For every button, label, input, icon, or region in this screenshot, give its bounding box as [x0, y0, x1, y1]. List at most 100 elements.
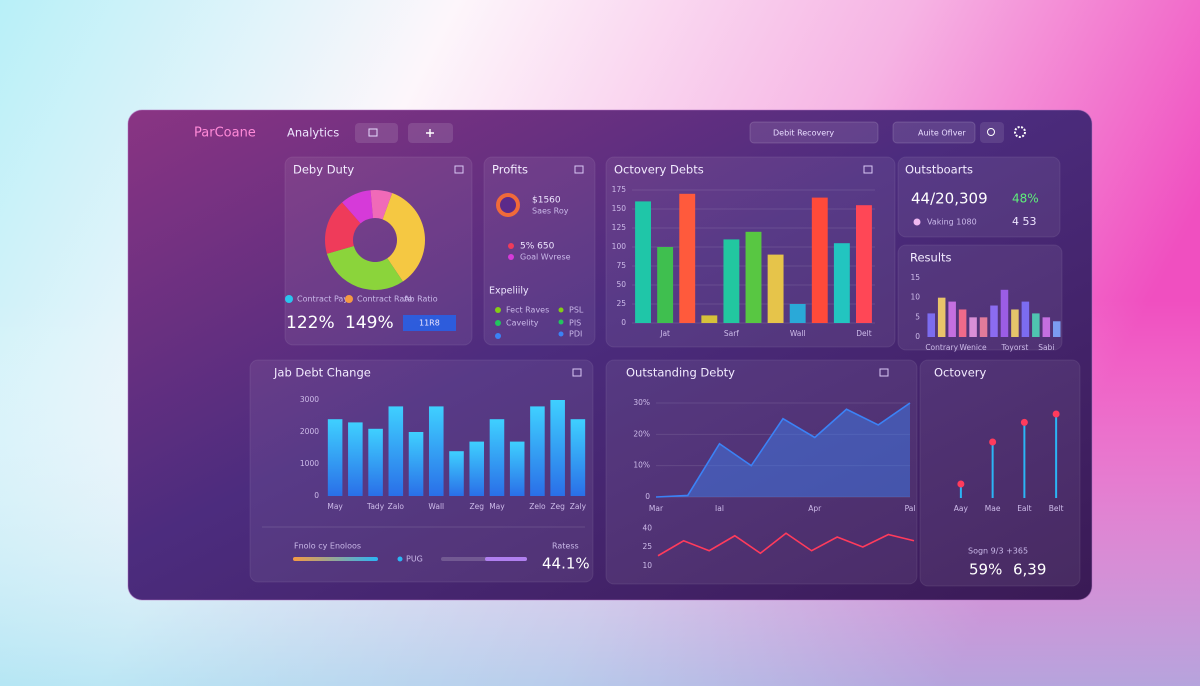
y-tick-label: 10	[642, 561, 652, 570]
panel-menu-icon[interactable]	[572, 368, 582, 377]
bar	[723, 239, 740, 323]
bar	[1021, 301, 1030, 337]
list-dot	[558, 319, 564, 325]
bar	[1053, 321, 1061, 337]
y-tick-label: 10	[910, 293, 920, 302]
list-value: PSL	[569, 306, 584, 315]
bar	[811, 197, 828, 323]
x-tick-label: Wenice	[959, 343, 987, 352]
y-tick-label: 0	[645, 492, 650, 501]
bar	[657, 247, 674, 323]
profit-value: 5% 650	[520, 242, 555, 252]
bar	[348, 422, 363, 496]
bar	[327, 419, 343, 496]
x-tick-label: Sabi	[1038, 343, 1054, 352]
stat-value: 122%	[286, 313, 335, 333]
stat-label: Ab Ratio	[404, 295, 438, 304]
y-tick-label: 30%	[633, 398, 650, 407]
x-tick-label: Jat	[659, 329, 670, 338]
list-dot	[495, 307, 501, 313]
lollipop-dot	[957, 480, 965, 488]
y-tick-label: 40	[642, 523, 652, 532]
y-tick-label: 25	[642, 542, 652, 551]
panel-menu-icon[interactable]	[574, 165, 584, 174]
avatar-inner	[500, 197, 516, 213]
x-tick-label: Zeg	[550, 502, 565, 511]
stat-badge	[403, 315, 456, 331]
y-tick-label: 75	[616, 261, 626, 270]
bar	[701, 315, 718, 323]
panel-title: Profits	[492, 163, 528, 177]
profit-dot	[508, 254, 514, 260]
bar	[428, 406, 444, 496]
kpi-dot	[913, 218, 921, 226]
panel-menu-icon[interactable]	[879, 368, 889, 377]
nav-analytics[interactable]: Analytics	[287, 126, 339, 140]
panel-menu-icon[interactable]	[454, 165, 464, 174]
line	[657, 532, 915, 557]
panel-title: Deby Duty	[293, 163, 354, 177]
x-tick-label: May	[489, 502, 505, 511]
panel-title: Jab Debt Change	[273, 366, 371, 380]
user-box[interactable]	[892, 121, 976, 144]
panel	[284, 156, 473, 346]
stat-label: Ratess	[552, 542, 579, 551]
bar	[368, 428, 383, 496]
y-tick-label: 10%	[633, 461, 650, 470]
pie-slice	[370, 190, 393, 220]
y-tick-label: 25	[616, 299, 626, 308]
y-tick-label: 3000	[300, 395, 319, 404]
x-tick-label: Sarf	[724, 329, 739, 338]
x-tick-label: May	[327, 502, 343, 511]
y-tick-label: 1000	[300, 459, 319, 468]
stat-value: 44.1%	[542, 555, 590, 573]
lollipop-dot	[1052, 410, 1060, 418]
bar	[927, 313, 935, 337]
panel-title: Results	[910, 251, 952, 265]
list-value: PIS	[569, 319, 581, 328]
area-fill	[656, 403, 910, 497]
panel-title: Outstanding Debty	[626, 366, 735, 380]
progress-bar	[485, 557, 527, 561]
list-dot	[495, 333, 501, 339]
bar	[469, 441, 485, 496]
profit-subtitle: Expeliily	[489, 286, 529, 297]
bar	[979, 317, 988, 337]
kpi-note: Vaking 1080	[927, 218, 977, 227]
y-tick-label: 100	[612, 242, 627, 251]
legend-dot	[397, 556, 403, 562]
y-tick-label: 5	[915, 312, 920, 321]
stat-label: Sogn 9/3 +365	[968, 547, 1028, 556]
y-tick-label: 150	[612, 204, 627, 213]
kpi-change: 48%	[1012, 192, 1039, 206]
stat-value: 59%	[969, 561, 1002, 579]
profit-value: $1560	[532, 196, 561, 206]
y-tick-label: 50	[616, 280, 626, 289]
list-label: Cavelity	[506, 319, 539, 328]
bar	[937, 297, 946, 337]
search-dropdown[interactable]	[749, 121, 879, 144]
x-tick-label: Tady	[366, 502, 385, 511]
bar	[509, 441, 525, 496]
y-tick-label: 0	[915, 332, 920, 341]
x-tick-label: Wall	[790, 329, 806, 338]
panel-title: Octovery	[934, 366, 987, 380]
y-tick-label: 175	[612, 185, 627, 194]
panel-menu-icon[interactable]	[863, 165, 873, 174]
search-button[interactable]	[980, 122, 1004, 143]
panel	[897, 156, 1061, 238]
bar	[745, 231, 762, 323]
x-tick-label: Zaly	[570, 502, 587, 511]
line	[655, 402, 911, 498]
bar	[1011, 309, 1019, 337]
bar	[1000, 289, 1009, 337]
x-tick-label: Zelo	[529, 502, 546, 511]
y-tick-label: 0	[621, 318, 626, 327]
bar	[958, 309, 967, 337]
bar	[388, 406, 404, 496]
list-dot	[558, 307, 564, 313]
settings-icon[interactable]	[1014, 126, 1026, 138]
bar	[550, 400, 565, 496]
bar	[990, 305, 998, 337]
